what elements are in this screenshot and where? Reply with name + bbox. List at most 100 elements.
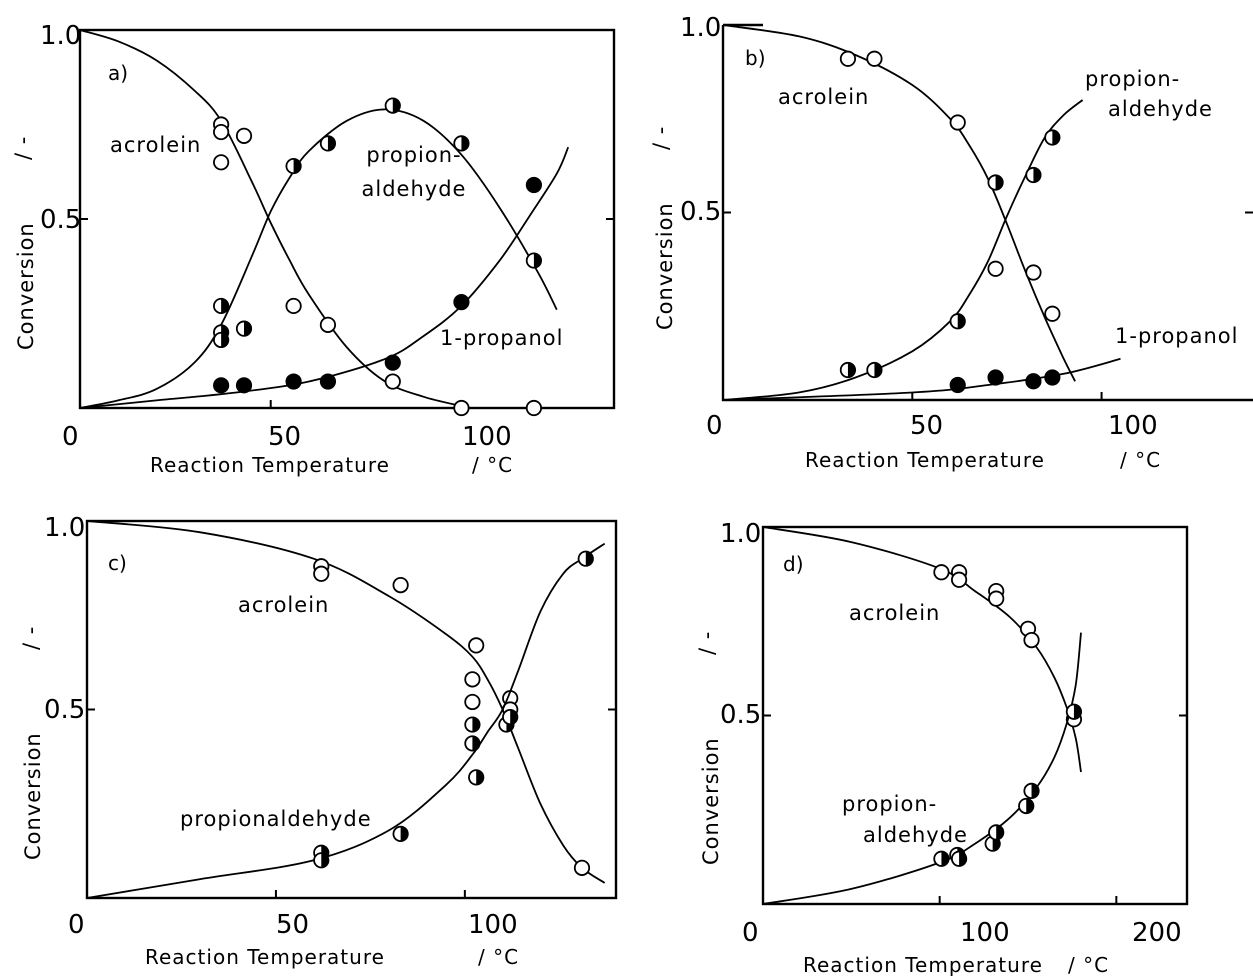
y-axis-label: Conversion: [699, 737, 723, 865]
x-tick-label: 50: [276, 910, 309, 940]
data-point: [235, 127, 253, 144]
x-tick-label: 100: [468, 910, 518, 940]
x-tick-label: 100: [960, 918, 1010, 948]
series-label: 1-propanol: [1115, 324, 1238, 348]
data-point: [1025, 373, 1042, 390]
data-point: [1044, 129, 1061, 146]
data-point: [1025, 166, 1042, 184]
data-point: [525, 252, 543, 269]
series-label: aldehyde: [863, 823, 968, 847]
data-point: [1044, 369, 1061, 386]
data-point: [525, 176, 543, 194]
data-point: [502, 708, 519, 726]
x-tick-label: 0: [742, 918, 759, 948]
y-tick-label: 0.5: [40, 205, 81, 235]
series-label: aldehyde: [1108, 97, 1213, 121]
data-point: [319, 316, 337, 333]
plot-frame: [78, 28, 616, 410]
data-point: [464, 671, 481, 688]
x-tick-label: 100: [462, 422, 512, 452]
panel-d: 0 100 200 0.5 1.0 Reaction Temperature / °C Con…: [695, 519, 1189, 976]
y-axis-unit: / -: [649, 126, 673, 150]
y-axis-unit: / -: [19, 626, 43, 650]
data-point: [949, 313, 966, 330]
x-axis-label: Reaction Temperature: [145, 945, 385, 969]
data-point: [949, 114, 966, 131]
x-axis-label: Reaction Temperature: [803, 953, 1043, 976]
data-point: [525, 399, 543, 417]
series-label: propionaldehyde: [180, 807, 372, 831]
series-label: acrolein: [238, 593, 329, 617]
series-label: acrolein: [849, 601, 940, 625]
series-curve-0: [722, 24, 1076, 382]
series-label: propion-: [842, 792, 937, 816]
data-point: [988, 590, 1005, 607]
data-point: [1018, 797, 1035, 815]
y-axis-unit: / -: [11, 136, 35, 160]
panel-label: d): [783, 552, 804, 576]
data-point: [1025, 264, 1042, 281]
series-curve-0: [86, 520, 606, 884]
series-label: propion-: [366, 143, 461, 167]
data-point: [453, 294, 470, 311]
y-axis-label: Conversion: [14, 222, 38, 350]
data-point: [987, 260, 1004, 277]
data-point: [313, 852, 330, 869]
data-point: [235, 320, 253, 337]
series-curve-2: [722, 357, 1121, 401]
series-curve-0: [762, 526, 1082, 773]
data-point: [866, 50, 883, 67]
x-axis-unit: / °C: [472, 453, 513, 477]
panel-a: 0 50 100 0.5 1.0 Reaction Temperature / °C Conv…: [11, 21, 616, 477]
data-point: [213, 377, 230, 394]
data-point: [213, 331, 230, 349]
data-point: [987, 174, 1004, 191]
panel-label: b): [745, 46, 766, 70]
series-label: 1-propanol: [440, 326, 563, 350]
data-point: [453, 135, 470, 152]
data-point: [933, 564, 950, 581]
data-point: [1044, 305, 1061, 322]
data-point: [573, 859, 591, 876]
x-tick-label: 0: [62, 422, 79, 452]
x-axis-label: Reaction Temperature: [150, 453, 390, 477]
data-point: [384, 354, 401, 371]
data-point: [866, 361, 883, 379]
data-point: [987, 369, 1004, 386]
series-curve-1: [762, 632, 1082, 905]
x-tick-label: 100: [1108, 411, 1158, 441]
data-point: [235, 377, 253, 394]
x-axis-unit: / °C: [1120, 448, 1161, 472]
x-tick-label: 50: [268, 422, 301, 452]
data-point: [213, 297, 230, 315]
x-axis-unit: / °C: [478, 945, 519, 969]
data-point: [950, 571, 968, 588]
data-point: [1023, 782, 1040, 800]
data-point: [213, 123, 230, 141]
x-tick-label: 0: [706, 411, 723, 441]
data-point: [468, 769, 485, 786]
data-point: [392, 825, 409, 843]
data-point: [453, 399, 470, 417]
data-point: [1065, 703, 1083, 720]
data-point: [285, 297, 302, 315]
x-axis-label: Reaction Temperature: [805, 448, 1045, 472]
data-point: [468, 637, 485, 654]
y-tick-label: 0.5: [720, 700, 761, 730]
x-tick-label: 0: [68, 910, 85, 940]
series-label: propion-: [1085, 67, 1180, 91]
x-axis-unit: / °C: [1068, 953, 1109, 976]
data-point: [839, 50, 857, 67]
data-point: [933, 850, 950, 867]
series-label: aldehyde: [362, 177, 467, 201]
data-point: [213, 154, 230, 171]
data-point: [988, 824, 1005, 841]
x-tick-label: 50: [910, 411, 943, 441]
data-point: [384, 373, 401, 390]
series-label: acrolein: [110, 133, 201, 157]
y-axis-label: Conversion: [21, 732, 45, 860]
data-point: [950, 850, 968, 867]
data-point: [285, 157, 302, 175]
data-point: [949, 376, 966, 394]
